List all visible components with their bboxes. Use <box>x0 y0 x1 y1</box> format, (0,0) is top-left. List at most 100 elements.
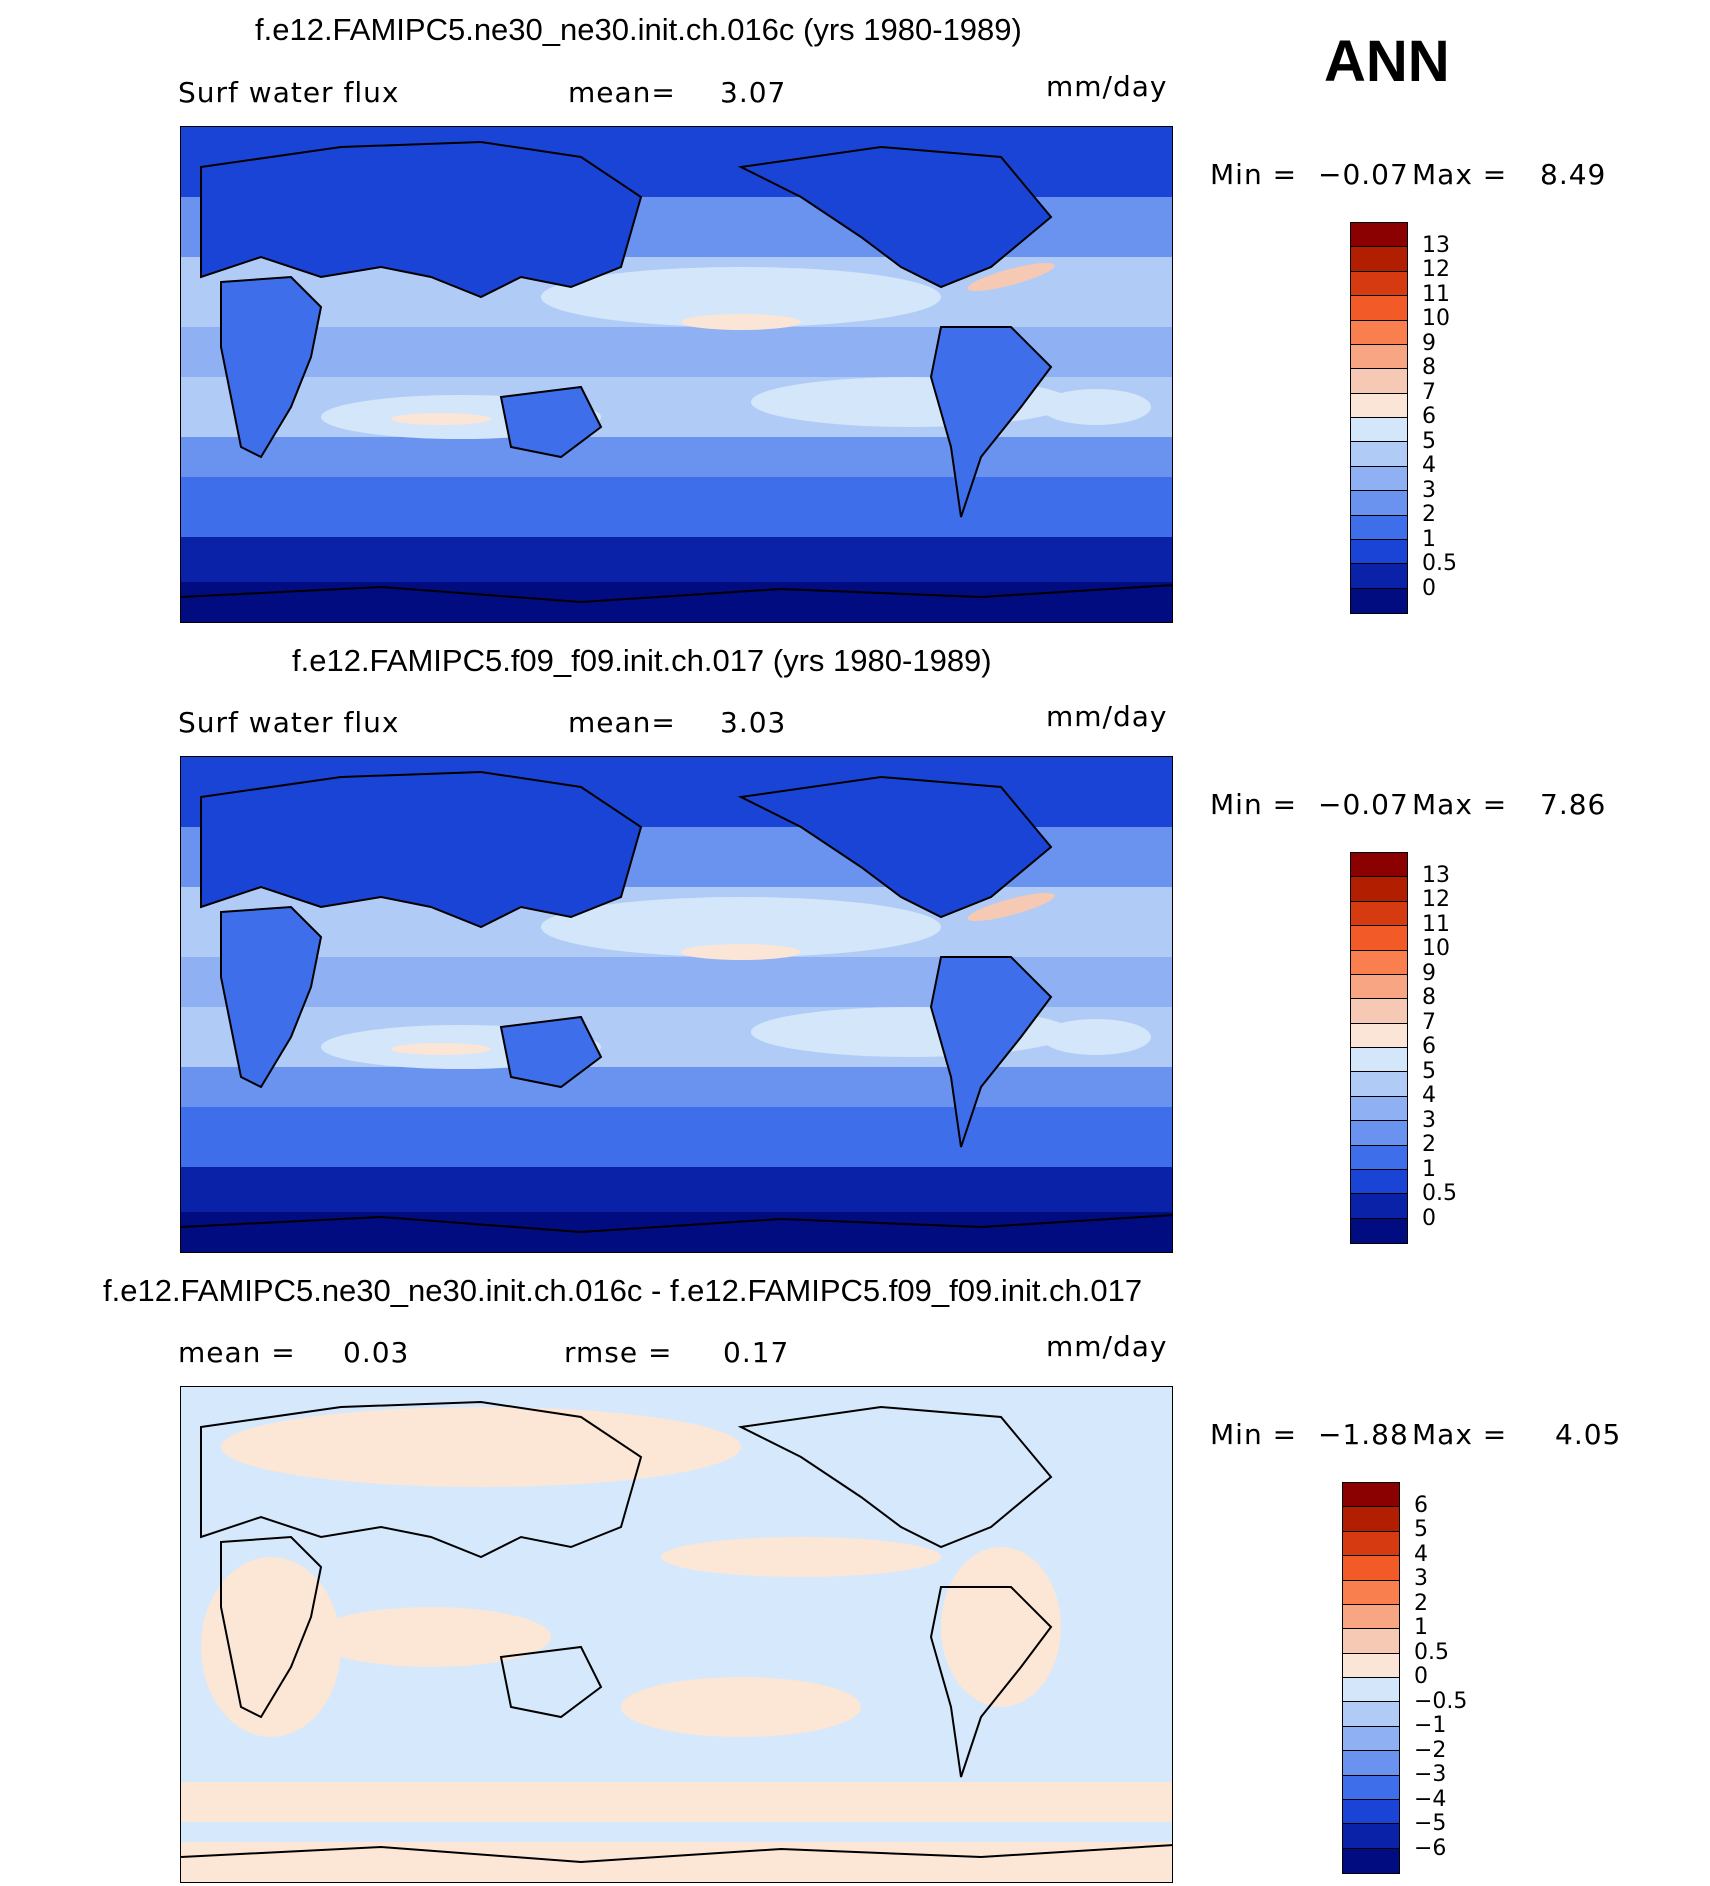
colorbar-swatch <box>1351 393 1407 418</box>
map-patch-north-pacific-high <box>681 944 801 960</box>
colorbar-label: −5 <box>1414 1811 1447 1836</box>
colorbar-label: 5 <box>1422 1058 1436 1084</box>
map-diff-patch-north <box>221 1407 741 1487</box>
map-land-australia <box>499 1645 603 1719</box>
colorbar-label: 0.5 <box>1422 551 1457 576</box>
panel-2-mean-value: 3.03 <box>720 706 787 739</box>
map-land-antarctica <box>181 584 1172 604</box>
colorbar-swatch <box>1351 950 1407 975</box>
map-patch-south-indian-high <box>391 413 491 425</box>
colorbar-swatch <box>1351 1048 1407 1073</box>
colorbar-swatch <box>1351 223 1407 248</box>
colorbar-label: 13 <box>1422 862 1450 888</box>
colorbar-swatch <box>1351 442 1407 467</box>
map-band-antarctic <box>181 582 1172 622</box>
colorbar-label: 8 <box>1422 985 1436 1010</box>
colorbar-swatch <box>1351 515 1407 540</box>
map-land-australia <box>499 385 603 459</box>
panel-1-map-field <box>181 127 1172 622</box>
colorbar-swatch <box>1351 369 1407 394</box>
colorbar-label: 9 <box>1422 330 1436 356</box>
panel-2-variable-label: Surf water flux <box>178 706 400 739</box>
panel-3-units: mm/day <box>1046 1330 1168 1363</box>
map-land-africa <box>220 275 323 459</box>
map-land-eurasia <box>200 140 643 299</box>
panel-2-units: mm/day <box>1046 700 1168 733</box>
map-band-south <box>181 477 1172 537</box>
colorbar-swatch <box>1343 1531 1399 1557</box>
map-land-south-america <box>929 1586 1053 1778</box>
map-patch-gulf-stream <box>967 893 1055 921</box>
season-label: ANN <box>1324 29 1450 94</box>
panel-3-map-field <box>181 1387 1172 1882</box>
colorbar-swatch <box>1351 320 1407 345</box>
colorbar-label: 10 <box>1422 936 1450 961</box>
colorbar-swatch <box>1343 1726 1399 1752</box>
panel-2-title: f.e12.FAMIPC5.f09_f09.init.ch.017 (yrs 1… <box>292 643 992 678</box>
colorbar-swatch <box>1343 1556 1399 1581</box>
map-diff-patch-indian <box>311 1607 551 1667</box>
map-patch-north-pacific <box>541 267 941 327</box>
colorbar-label: 12 <box>1422 257 1450 282</box>
panel-3-mean-value: 0.03 <box>343 1336 410 1369</box>
colorbar-label: 12 <box>1422 887 1450 912</box>
map-land-africa <box>220 1535 323 1719</box>
colorbar-swatch <box>1343 1702 1399 1727</box>
map-land-south-america <box>929 956 1053 1148</box>
map-patch-north-pacific-high <box>681 314 801 330</box>
panel-1-colorbar <box>1350 222 1408 614</box>
colorbar-swatch <box>1351 877 1407 902</box>
colorbar-label: 11 <box>1422 281 1450 307</box>
map-diff-band-south <box>181 1782 1172 1822</box>
colorbar-label: 13 <box>1422 232 1450 258</box>
map-diff-band-antarctic <box>181 1842 1172 1882</box>
panel-3-max-label: Max = <box>1412 1418 1508 1451</box>
colorbar-swatch <box>1343 1824 1399 1849</box>
panel-1-max-label: Max = <box>1412 158 1508 191</box>
panel-1-min-value: −0.07 <box>1318 158 1409 191</box>
panel-2-max-label: Max = <box>1412 788 1508 821</box>
colorbar-swatch <box>1351 1072 1407 1097</box>
colorbar-swatch <box>1351 999 1407 1024</box>
colorbar-label: 5 <box>1422 428 1436 454</box>
colorbar-swatch <box>1343 1799 1399 1825</box>
map-land-antarctica <box>181 1214 1172 1234</box>
panel-1-map <box>180 126 1173 623</box>
map-patch-north-pacific <box>541 897 941 957</box>
map-patch-south-atlantic <box>1041 1019 1151 1055</box>
colorbar-label: −1 <box>1414 1713 1447 1738</box>
map-patch-south-indian-high <box>391 1043 491 1055</box>
map-band-south-deep <box>181 537 1172 587</box>
colorbar-label: −4 <box>1414 1786 1447 1812</box>
colorbar-label: −3 <box>1414 1762 1447 1787</box>
panel-3-min-value: −1.88 <box>1318 1418 1409 1451</box>
panel-1-mean-value: 3.07 <box>720 76 787 109</box>
colorbar-label: 9 <box>1422 960 1436 986</box>
panel-2-colorbar <box>1350 852 1408 1244</box>
panel-1-mean-label: mean= <box>568 76 676 109</box>
colorbar-swatch <box>1351 588 1407 613</box>
colorbar-label: 2 <box>1414 1590 1428 1616</box>
colorbar-swatch <box>1351 466 1407 492</box>
colorbar-label: 6 <box>1414 1492 1428 1518</box>
panel-1-title: f.e12.FAMIPC5.ne30_ne30.init.ch.016c (yr… <box>255 12 1022 47</box>
panel-3-rmse-value: 0.17 <box>723 1336 790 1369</box>
panel-3-colorbar <box>1342 1482 1400 1874</box>
colorbar-swatch <box>1351 901 1407 927</box>
map-land-australia <box>499 1015 603 1089</box>
panel-3-map <box>180 1386 1173 1883</box>
colorbar-swatch <box>1351 344 1407 370</box>
panel-2-min-label: Min = <box>1210 788 1298 821</box>
panel-2-map-field <box>181 757 1172 1252</box>
colorbar-swatch <box>1351 926 1407 951</box>
map-diff-patch-pacific <box>661 1537 941 1577</box>
map-diff-patch-africa <box>201 1557 341 1737</box>
map-land-antarctica <box>181 1844 1172 1864</box>
map-land-north-america <box>737 1405 1053 1549</box>
colorbar-label: 0.5 <box>1414 1639 1449 1665</box>
colorbar-label: −6 <box>1414 1835 1447 1861</box>
colorbar-swatch <box>1343 1848 1399 1873</box>
colorbar-label: 4 <box>1422 1083 1436 1108</box>
panel-1-variable-label: Surf water flux <box>178 76 400 109</box>
panel-1-max-value: 8.49 <box>1540 158 1607 191</box>
